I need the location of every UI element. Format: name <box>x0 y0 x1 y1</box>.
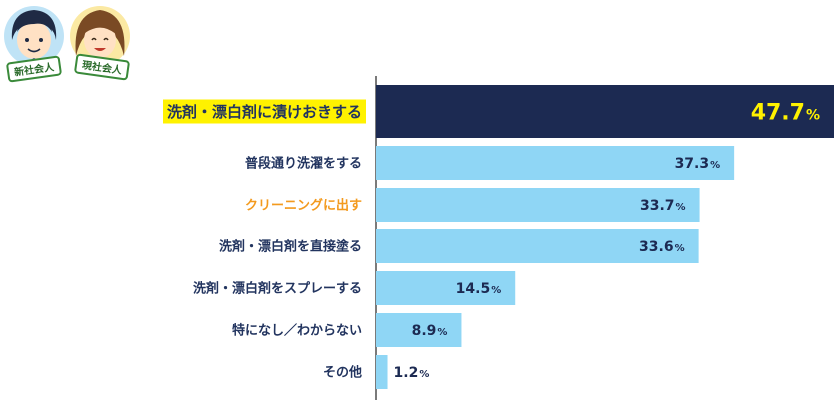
bar-5 <box>376 313 462 347</box>
value-label-4: 14.5% <box>456 281 502 297</box>
new-employee-avatar <box>4 6 64 66</box>
value-label-1: 37.3% <box>675 156 721 172</box>
value-label-0: 47.7% <box>751 100 820 125</box>
category-label-5: 特になし／わからない <box>232 323 362 339</box>
bar-chart: 洗剤・漂白剤に漬けおきする 47.7% 普段通り洗濯をする 37.3% クリーニングに出… <box>163 76 834 400</box>
current-employee-avatar <box>70 6 130 66</box>
bar-4 <box>376 271 516 305</box>
bar-0 <box>376 85 834 138</box>
bar-2 <box>376 188 700 222</box>
new-employee-badge: 新社会人 <box>6 55 62 83</box>
value-label-6: 1.2% <box>394 365 430 381</box>
bar-6 <box>376 355 388 389</box>
value-label-3: 33.6% <box>639 239 685 255</box>
characters: 新社会人 現社会人 <box>4 6 130 83</box>
category-label-3: 洗剤・漂白剤を直接塗る <box>219 239 362 255</box>
category-label-1: 普段通り洗濯をする <box>245 156 362 172</box>
value-label-5: 8.9% <box>412 323 448 339</box>
current-employee-badge: 現社会人 <box>74 53 130 81</box>
category-label-4: 洗剤・漂白剤をスプレーする <box>193 281 362 297</box>
category-label-0: 洗剤・漂白剤に漬けおきする <box>167 103 362 121</box>
category-label-2: クリーニングに出す <box>245 198 362 214</box>
bar-3 <box>376 229 699 263</box>
bar-1 <box>376 146 735 180</box>
value-label-2: 33.7% <box>640 198 686 214</box>
category-label-6: その他 <box>323 365 362 381</box>
highlight-label-background <box>163 99 366 124</box>
